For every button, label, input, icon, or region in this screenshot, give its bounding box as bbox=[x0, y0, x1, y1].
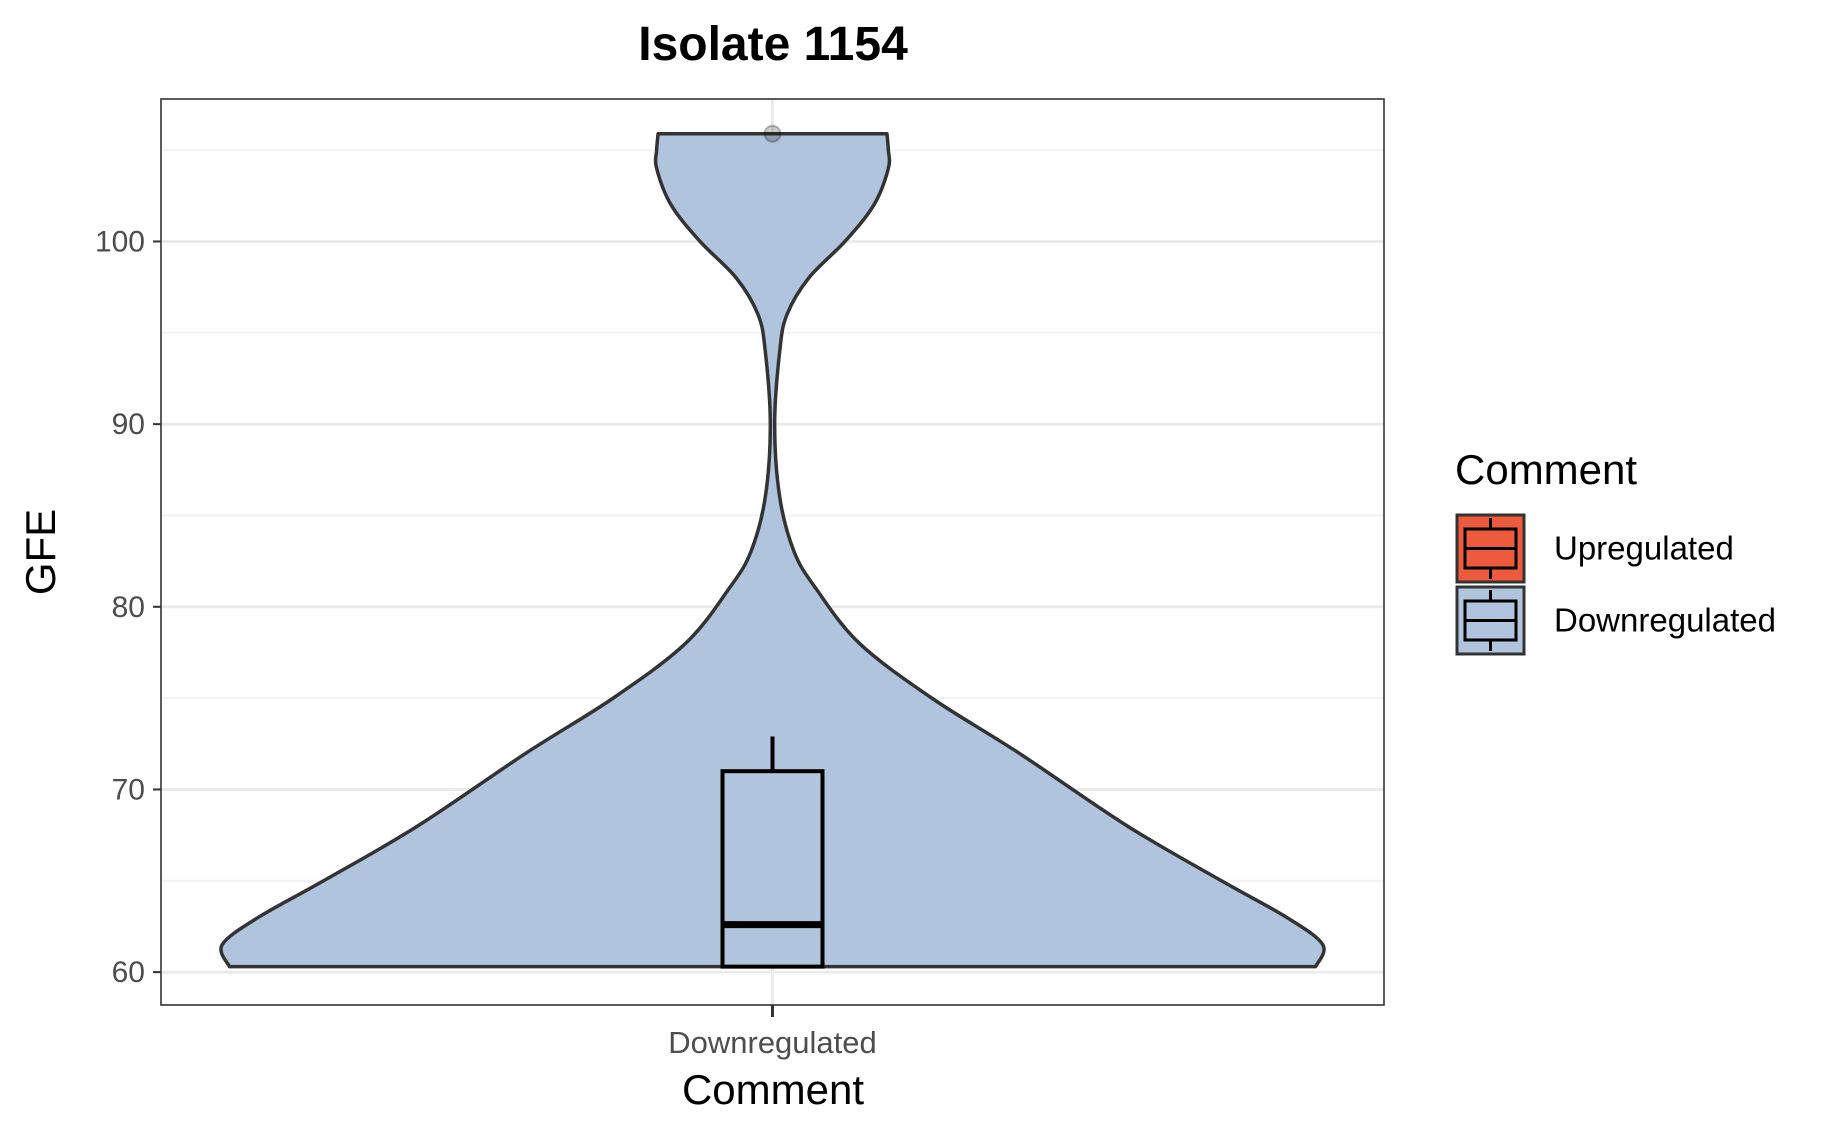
y-tick-label: 70 bbox=[112, 773, 145, 806]
x-axis-label: Comment bbox=[682, 1066, 864, 1113]
legend-label: Upregulated bbox=[1554, 530, 1734, 567]
legend-title: Comment bbox=[1455, 446, 1637, 493]
x-tick-label: Downregulated bbox=[668, 1025, 877, 1060]
violin-layer bbox=[219, 131, 1326, 969]
x-axis: Downregulated bbox=[668, 1005, 877, 1060]
y-tick-label: 100 bbox=[95, 225, 145, 258]
legend-entry-upregulated: Upregulated bbox=[1455, 513, 1734, 584]
boxplot-layer bbox=[720, 124, 825, 969]
y-tick-label: 90 bbox=[112, 408, 145, 441]
y-axis-label: GFE bbox=[17, 509, 64, 595]
box-iqr bbox=[720, 769, 825, 969]
outlier-point bbox=[763, 124, 782, 143]
y-axis: 60 70 80 90 100 bbox=[95, 225, 161, 989]
y-tick-label: 60 bbox=[112, 956, 145, 989]
legend-entry-downregulated: Downregulated bbox=[1455, 585, 1776, 656]
chart-title: Isolate 1154 bbox=[638, 18, 908, 71]
y-tick-label: 80 bbox=[112, 591, 145, 624]
legend-label: Downregulated bbox=[1554, 602, 1776, 639]
legend: Comment Upregulated Downregulated bbox=[1455, 446, 1776, 656]
violin-downregulated bbox=[219, 131, 1326, 969]
